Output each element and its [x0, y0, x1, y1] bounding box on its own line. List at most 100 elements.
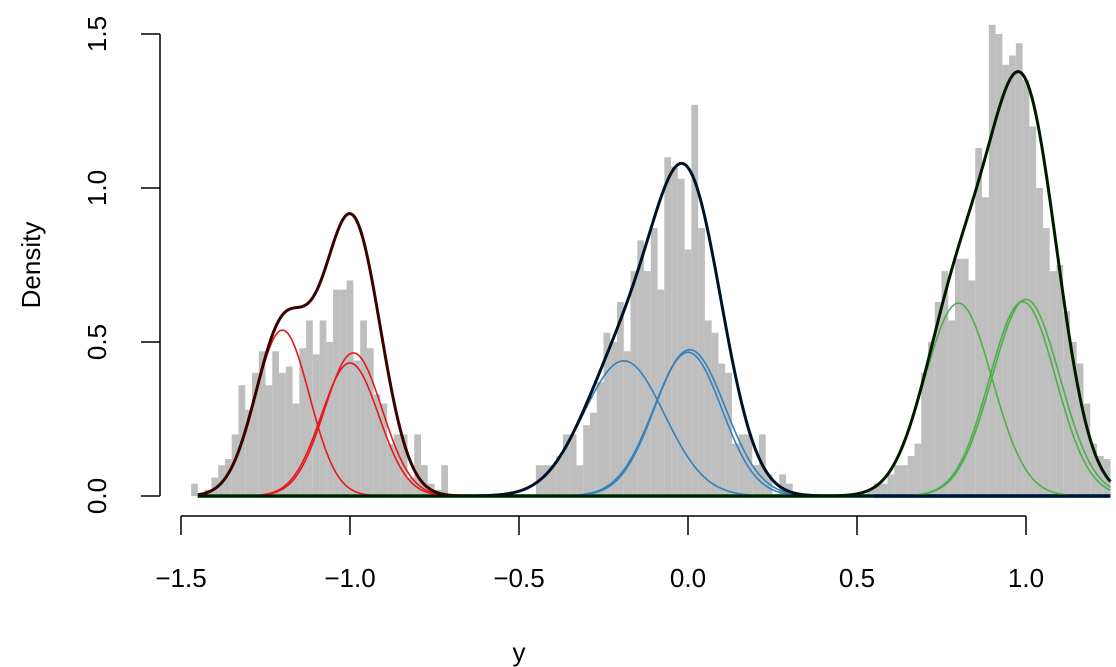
histogram-bar: [738, 434, 746, 496]
histogram-bar: [982, 197, 989, 497]
histogram-bar: [549, 465, 557, 496]
x-tick-label: 0.5: [839, 563, 875, 593]
histogram-bar: [346, 280, 354, 496]
histogram-bar: [272, 351, 280, 496]
histogram-bar: [745, 434, 753, 496]
histogram-bar: [556, 455, 563, 496]
histogram-bar: [380, 403, 388, 496]
histogram-bar: [1069, 342, 1077, 496]
histogram-bar: [927, 342, 935, 496]
histogram-bar: [637, 240, 645, 496]
histogram-bar: [988, 24, 996, 496]
histogram-bar: [786, 483, 793, 496]
histogram-bar: [691, 104, 699, 496]
histogram-bar: [1049, 271, 1057, 496]
histogram-bar: [887, 474, 895, 496]
histogram-bar: [664, 157, 672, 496]
histogram-bar: [934, 301, 942, 496]
histogram-bar: [1002, 64, 1010, 497]
histogram-bar: [326, 342, 334, 496]
histogram-bar: [650, 228, 658, 497]
histogram-bar: [623, 351, 631, 496]
histogram-bar: [955, 258, 962, 496]
histogram-bar: [961, 258, 969, 496]
histogram-bar: [671, 166, 678, 496]
histogram-bar: [684, 249, 692, 496]
x-axis-label: y: [513, 637, 526, 667]
y-axis-label: Density: [16, 222, 46, 309]
histogram-bar: [414, 434, 421, 496]
histogram-bar: [880, 483, 888, 496]
histogram-bar: [765, 474, 773, 496]
histogram-bar: [576, 465, 584, 496]
histogram-bar: [1036, 188, 1043, 496]
x-tick-label: −1.5: [155, 563, 206, 593]
histogram-bar: [387, 443, 394, 496]
histogram-bar: [1042, 228, 1050, 497]
histogram-bar: [407, 477, 415, 496]
histogram-bar: [941, 271, 949, 496]
histogram-bar: [312, 354, 320, 496]
histogram-bar: [873, 483, 881, 496]
histogram-bar: [1096, 455, 1104, 496]
histogram-bar: [339, 289, 347, 496]
histogram-bar: [285, 366, 293, 496]
histogram-bar: [677, 178, 685, 496]
histogram-bar: [360, 320, 367, 496]
histogram-bar: [914, 443, 922, 496]
x-tick-label: −0.5: [493, 563, 544, 593]
x-axis: −1.5 −1.0 −0.5 0.0 0.5 1.0: [155, 515, 1044, 593]
histogram-bar: [306, 320, 313, 496]
histogram-bar: [441, 465, 449, 496]
y-tick-label: 1.5: [82, 16, 112, 52]
histogram-bar: [725, 372, 732, 496]
histogram-bar: [542, 465, 550, 496]
histogram-bar: [333, 289, 340, 496]
mixture-density-curves: [197, 70, 1112, 498]
y-tick-label: 0.0: [82, 478, 112, 514]
histogram-bar: [589, 412, 597, 496]
histogram-bar: [393, 434, 401, 496]
histogram-bar: [569, 434, 577, 496]
histogram-bar: [975, 147, 983, 496]
x-tick-label: −1.0: [324, 563, 375, 593]
histogram-bar: [617, 301, 624, 496]
histogram-bar: [231, 434, 239, 496]
histogram-bar: [752, 465, 759, 496]
histogram-bar: [948, 320, 956, 496]
y-axis: 0.0 0.5 1.0 1.5: [82, 16, 161, 514]
histogram-bar: [711, 332, 719, 496]
histogram-bar: [265, 385, 273, 496]
histogram-bar: [644, 271, 651, 496]
histogram-bar: [245, 409, 252, 496]
histogram-bar: [583, 425, 590, 496]
histogram-bar: [366, 348, 374, 496]
x-tick-label: 1.0: [1008, 563, 1044, 593]
mixture-density-line: [197, 70, 1112, 498]
histogram-bar: [1022, 80, 1030, 496]
histogram-bar: [373, 394, 381, 496]
histogram-bar: [562, 434, 570, 496]
histogram-bar: [1009, 55, 1016, 497]
histogram-bar: [211, 477, 219, 496]
histogram-bar: [921, 372, 928, 496]
histogram-bar: [299, 348, 307, 496]
histogram-bar: [191, 483, 198, 496]
histogram-bar: [995, 34, 1003, 496]
histogram-bar: [907, 455, 915, 496]
histogram-bar: [968, 280, 976, 496]
histogram-bar: [1076, 363, 1084, 496]
histogram-bar: [1083, 403, 1091, 496]
histogram-bar: [867, 489, 874, 496]
histogram-bar: [596, 382, 604, 496]
histogram-bar: [319, 320, 327, 496]
histogram-bar: [779, 474, 787, 496]
histogram-bar: [603, 332, 611, 496]
histogram-bar: [292, 403, 300, 496]
y-tick-label: 0.5: [82, 324, 112, 360]
histogram-bar: [894, 465, 901, 496]
histogram-bar: [1015, 43, 1023, 497]
histogram-bar: [1063, 311, 1070, 496]
x-tick-label: 0.0: [670, 563, 706, 593]
